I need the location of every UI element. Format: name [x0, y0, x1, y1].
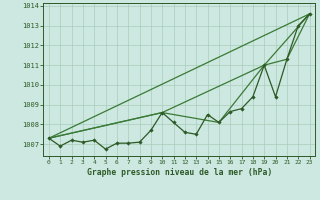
X-axis label: Graphe pression niveau de la mer (hPa): Graphe pression niveau de la mer (hPa) — [87, 168, 272, 177]
